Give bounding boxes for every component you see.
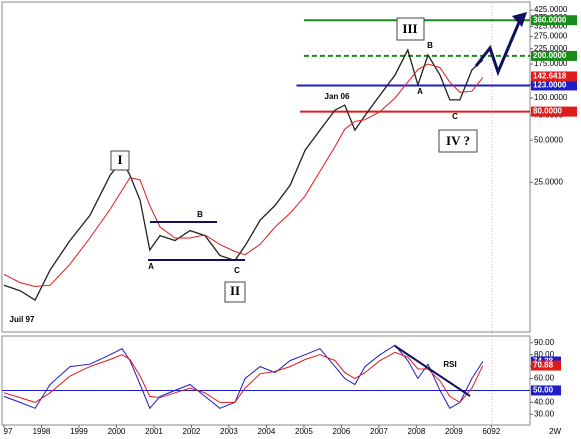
annotation: II bbox=[230, 283, 240, 298]
annotation: A bbox=[417, 87, 423, 96]
annotation: C bbox=[234, 266, 240, 275]
last-value-bg bbox=[531, 360, 561, 371]
y-tick-label: 100.0000 bbox=[534, 93, 568, 102]
annotation: IV ? bbox=[446, 133, 470, 148]
y-tick-label: 40.00 bbox=[534, 397, 555, 406]
x-tick-label: 2006 bbox=[333, 427, 351, 436]
x-tick-label: 2002 bbox=[183, 427, 201, 436]
label-box bbox=[438, 129, 478, 153]
level-label-bg bbox=[531, 80, 577, 91]
y-tick-label: 80.00 bbox=[534, 350, 555, 359]
arrow-head bbox=[512, 12, 527, 27]
x-tick-label: 2009 bbox=[445, 427, 463, 436]
x-tick-label: 6092 bbox=[482, 427, 500, 436]
annotation: A bbox=[148, 262, 154, 271]
annotation: C bbox=[452, 112, 458, 121]
x-tick-label: 2008 bbox=[408, 427, 426, 436]
annotation: B bbox=[427, 41, 433, 50]
annotation: B bbox=[197, 210, 203, 219]
y-tick-label: 225.0000 bbox=[534, 44, 568, 53]
x-tick-label: 2000 bbox=[108, 427, 126, 436]
x-tick-label: 2001 bbox=[145, 427, 163, 436]
level-label: 80.0000 bbox=[533, 107, 562, 116]
label-box bbox=[110, 150, 130, 171]
x-tick-label: 1998 bbox=[33, 427, 51, 436]
x-tick-label: 2005 bbox=[295, 427, 313, 436]
trend-line bbox=[394, 345, 471, 397]
y-tick-label: 60.00 bbox=[534, 374, 555, 383]
series-line bbox=[3, 351, 484, 404]
label-box bbox=[396, 17, 425, 41]
x-tick-label: 2007 bbox=[370, 427, 388, 436]
annotation: III bbox=[402, 21, 417, 36]
rsi-panel bbox=[1, 335, 531, 426]
level-label: 200.0000 bbox=[533, 51, 567, 60]
level-label: 123.0000 bbox=[533, 81, 567, 90]
series-line bbox=[3, 344, 484, 410]
level-label: 360.0000 bbox=[533, 15, 567, 24]
y-tick-label: 275.0000 bbox=[534, 32, 568, 41]
x-tick-label: 2003 bbox=[220, 427, 238, 436]
series-line bbox=[3, 63, 484, 288]
y-tick-label: 90.00 bbox=[534, 338, 555, 347]
annotation: I bbox=[117, 152, 122, 167]
series-line bbox=[3, 48, 484, 302]
x-tick-label: 1999 bbox=[70, 427, 88, 436]
y-tick-label: 425.0000 bbox=[534, 5, 568, 14]
annotation: Jan 06 bbox=[325, 92, 350, 101]
annotation: Juil 97 bbox=[10, 315, 35, 324]
price-panel bbox=[1, 1, 531, 333]
projection-arrow bbox=[474, 19, 522, 77]
level-label-bg bbox=[531, 50, 577, 61]
level-label-bg bbox=[531, 15, 577, 26]
x-tick-label: 97 bbox=[4, 427, 13, 436]
last-value-label: 70.88 bbox=[533, 361, 554, 370]
level-label-bg bbox=[531, 106, 577, 117]
annotation: RSI bbox=[443, 360, 456, 369]
reference-label-bg bbox=[531, 385, 561, 396]
x-tick-label: 2W bbox=[549, 427, 561, 436]
last-price-bg bbox=[531, 71, 577, 82]
label-box bbox=[224, 281, 246, 303]
y-tick-label: 325.0000 bbox=[534, 22, 568, 31]
y-tick-label: 30.00 bbox=[534, 409, 555, 418]
y-tick-label: 175.0000 bbox=[534, 59, 568, 68]
last-price-label: 142.6418 bbox=[533, 72, 567, 81]
y-tick-label: 25.0000 bbox=[534, 177, 563, 186]
y-tick-label: 50.0000 bbox=[534, 135, 563, 144]
reference-label: 50.00 bbox=[533, 386, 554, 395]
x-tick-label: 2004 bbox=[258, 427, 276, 436]
